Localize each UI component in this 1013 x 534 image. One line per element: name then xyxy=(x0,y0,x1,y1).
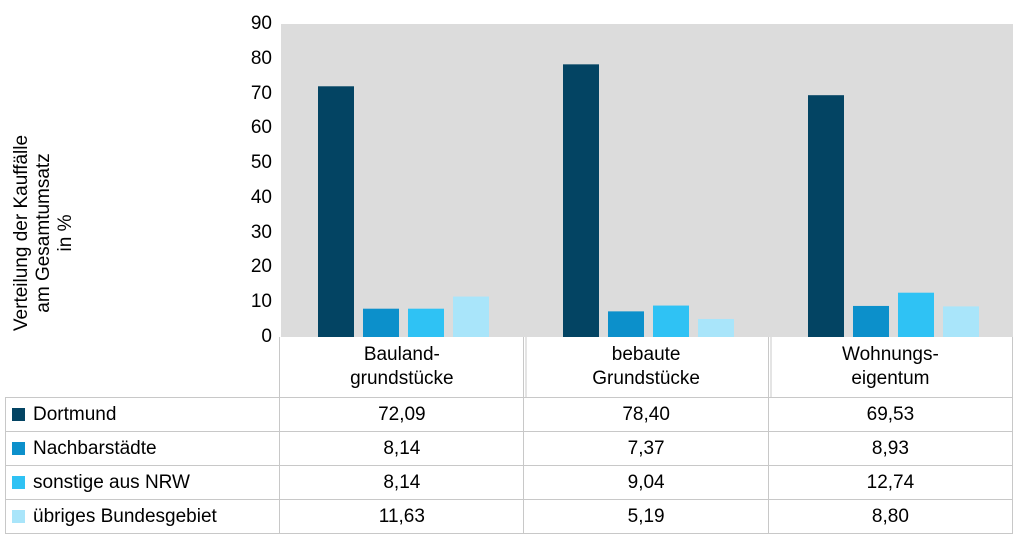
series-legend-cell: Nachbarstädte xyxy=(4,431,281,466)
series-legend-cell: sonstige aus NRW xyxy=(4,465,281,500)
y-tick-label: 20 xyxy=(250,256,272,278)
legend-swatch xyxy=(12,441,25,455)
y-axis-title: Verteilung der Kauffälle am Gesamtumsatz… xyxy=(11,113,77,353)
category-label-line: bebaute xyxy=(611,344,681,365)
table-cell-value: 9,04 xyxy=(523,465,769,500)
bar xyxy=(318,86,354,337)
category-label-line: eigentum xyxy=(851,368,930,389)
bar xyxy=(653,305,689,337)
bar xyxy=(563,64,599,337)
bar xyxy=(853,305,889,337)
legend-swatch xyxy=(12,407,25,421)
series-name: Dortmund xyxy=(33,403,117,425)
table-cell-value: 8,14 xyxy=(279,465,525,500)
table-cell-value: 8,93 xyxy=(767,431,1013,466)
category-label-line: Wohnungs- xyxy=(841,344,939,365)
y-tick-label: 80 xyxy=(250,47,272,69)
y-tick-label: 40 xyxy=(250,186,272,208)
table-cell-value: 11,63 xyxy=(279,499,525,534)
table-row: übriges Bundesgebiet 11,63 5,19 8,80 xyxy=(4,499,1013,534)
table-cell-value: 69,53 xyxy=(767,397,1013,432)
y-axis-title-line-2: am Gesamtumsatz xyxy=(33,153,54,313)
y-axis-title-line-1: Verteilung der Kauffälle xyxy=(11,134,32,332)
table-corner xyxy=(5,337,281,398)
legend-swatch xyxy=(12,475,25,489)
category-label-bauland: Bauland- grundstücke xyxy=(279,337,525,398)
table-cell-value: 78,40 xyxy=(523,397,769,432)
series-name: sonstige aus NRW xyxy=(33,471,190,493)
bar xyxy=(943,306,979,337)
series-name: Nachbarstädte xyxy=(33,437,157,459)
category-label-wohnung: Wohnungs- eigentum xyxy=(767,337,1013,398)
table-row: sonstige aus NRW 8,14 9,04 12,74 xyxy=(4,465,1013,500)
category-label-line: Bauland- xyxy=(363,344,440,365)
table-cell-value: 7,37 xyxy=(523,431,769,466)
series-legend-cell: übriges Bundesgebiet xyxy=(4,499,281,534)
bar xyxy=(408,308,444,337)
series-legend-cell: Dortmund xyxy=(4,397,281,432)
bar xyxy=(453,296,489,337)
y-tick-label: 90 xyxy=(250,13,272,34)
y-tick-label: 0 xyxy=(261,326,272,347)
table-row: Dortmund 72,09 78,40 69,53 xyxy=(4,397,1013,432)
y-tick-label: 60 xyxy=(250,117,272,139)
category-label-line: Grundstücke xyxy=(592,368,700,389)
bar xyxy=(808,95,844,337)
y-tick-label: 70 xyxy=(250,82,272,104)
y-tick-label: 30 xyxy=(250,221,272,243)
table-cell-value: 8,14 xyxy=(279,431,525,466)
plot-area xyxy=(281,24,1013,337)
series-name: übriges Bundesgebiet xyxy=(33,505,217,527)
bar xyxy=(698,318,734,337)
data-table: Bauland- grundstücke bebaute Grundstücke… xyxy=(4,337,1013,534)
bar xyxy=(608,311,644,337)
bar xyxy=(363,308,399,337)
y-axis-title-line-3: in % xyxy=(55,214,76,252)
table-row: Nachbarstädte 8,14 7,37 8,93 xyxy=(4,431,1013,466)
legend-swatch xyxy=(12,509,25,523)
bar xyxy=(898,292,934,337)
table-cell-value: 72,09 xyxy=(279,397,525,432)
y-tick-label: 10 xyxy=(250,291,272,313)
table-cell-value: 12,74 xyxy=(767,465,1013,500)
category-label-bebaut: bebaute Grundstücke xyxy=(523,337,769,398)
table-cell-value: 5,19 xyxy=(523,499,769,534)
table-cell-value: 8,80 xyxy=(767,499,1013,534)
y-tick-label: 50 xyxy=(250,152,272,174)
table-header-row: Bauland- grundstücke bebaute Grundstücke… xyxy=(5,337,1013,398)
category-label-line: grundstücke xyxy=(350,368,454,389)
